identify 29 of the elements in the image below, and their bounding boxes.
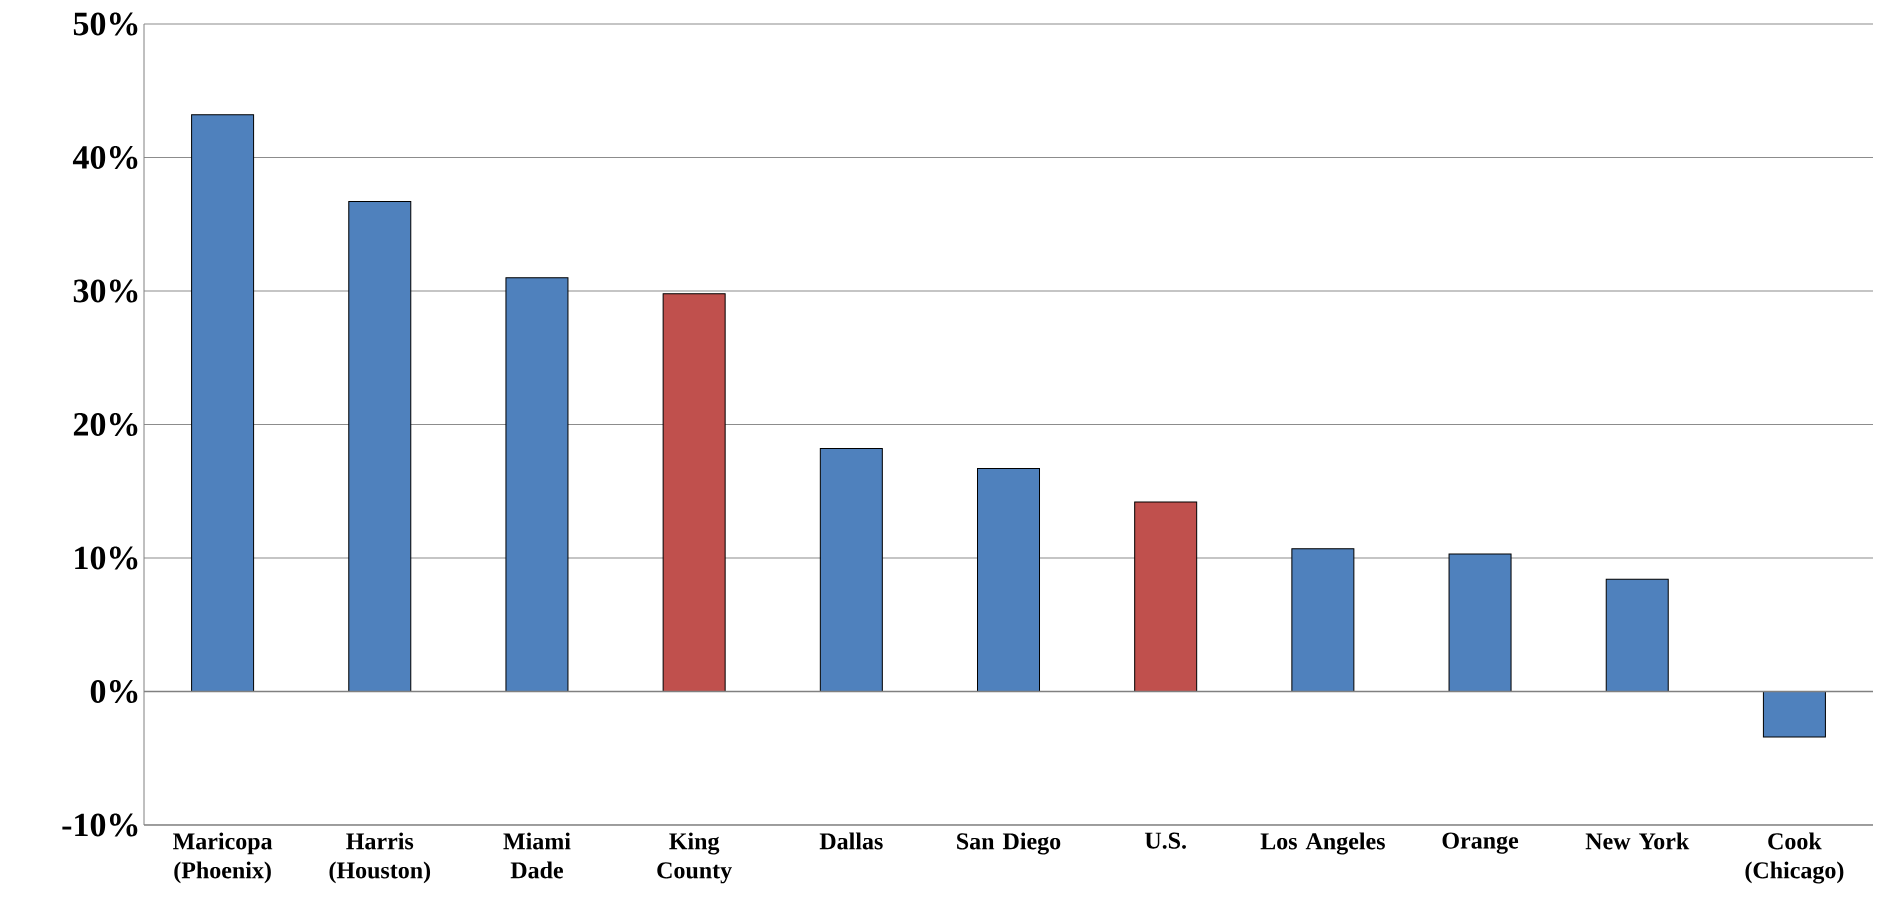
bar [662,293,726,692]
x-tick-label: Harris (Houston) [329,832,431,884]
bar [1448,553,1512,692]
bar [348,201,412,692]
y-tick-label: 20% [73,412,138,437]
bar [819,448,883,692]
y-tick-label: 30% [73,279,138,303]
x-tick-label: Los Angeles [1260,832,1385,855]
x-tick-label: Cook (Chicago) [1745,832,1844,884]
x-tick-label: Dallas [819,832,883,850]
bar [1605,578,1669,692]
bar [505,277,569,692]
y-tick-label: 10% [75,546,138,570]
bar [977,468,1041,692]
x-tick-label: U.S. [1144,832,1186,849]
y-tick-label: 40% [72,145,138,170]
y-tick-label: 50% [73,12,138,36]
bar [191,114,255,692]
x-tick-label: Orange [1442,832,1519,854]
x-tick-label: King County [657,832,732,884]
bar [1134,501,1198,692]
y-tick-label: -10% [62,813,138,837]
bar [1291,548,1355,692]
y-tick-label: 0% [90,679,138,704]
x-tick-label: San Diego [957,832,1061,855]
x-tick-label: Maricopa (Phoenix) [173,832,273,884]
bar [1762,691,1826,738]
x-tick-label: New York [1585,832,1690,850]
x-tick-label: Miami Dade [503,832,571,879]
